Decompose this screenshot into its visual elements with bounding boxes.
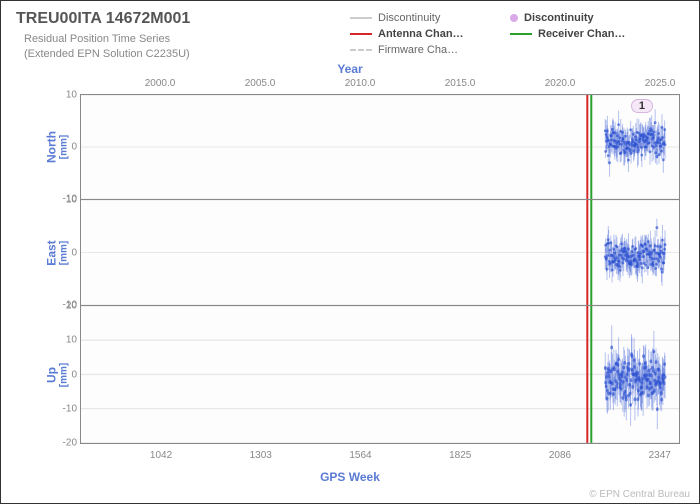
top-tick-label: 2025.0 [645,78,676,89]
legend: Discontinuity Discontinuity Antenna Chan… R… [350,10,670,58]
subtitle-line1: Residual Position Time Series [24,33,170,45]
legend-swatch [510,14,518,22]
top-tick-label: 2005.0 [245,78,276,89]
bottom-tick-label: 1825 [449,450,471,461]
bottom-tick-label: 2086 [549,450,571,461]
chart-subtitle: Residual Position Time Series (Extended … [24,32,190,62]
bottom-axis-title: GPS Week [0,470,700,484]
y-ticks: -10010 [47,200,77,305]
plot-area: North[mm]-100101East[mm]-10010Up[mm]-20-… [80,94,680,444]
chart-title: TREU00ITA 14672M001 [16,10,190,28]
legend-item: Discontinuity [350,12,510,24]
subtitle-line2: (Extended EPN Solution C2235U) [24,48,190,60]
top-tick-label: 2010.0 [345,78,376,89]
legend-label: Discontinuity [378,12,440,24]
y-ticks: -20-1001020 [47,306,77,443]
legend-label: Firmware Cha… [378,44,458,56]
y-tick-label: 10 [66,195,77,206]
top-tick-label: 2015.0 [445,78,476,89]
y-tick-label: -10 [63,403,77,414]
legend-swatch [350,49,372,51]
legend-label: Antenna Chan… [378,28,464,40]
top-axis-labels: 2000.0 2005.0 2010.0 2015.0 2020.0 2025.0 [80,78,680,92]
bottom-tick-label: 2347 [649,450,671,461]
legend-label: Discontinuity [524,12,594,24]
bottom-tick-label: 1303 [250,450,272,461]
panel-svg [81,306,679,443]
y-tick-label: 20 [66,301,77,312]
panel-east: East[mm]-10010 [80,200,680,306]
legend-swatch [350,33,372,35]
legend-item: Discontinuity [510,12,670,24]
bottom-axis-labels: 1042 1303 1564 1825 2086 2347 [80,450,680,464]
discontinuity-badge: 1 [631,99,653,113]
panel-svg [81,200,679,305]
legend-item: Antenna Chan… [350,28,510,40]
copyright-text: © EPN Central Bureau [589,489,690,500]
legend-swatch [350,17,372,19]
bottom-tick-label: 1564 [349,450,371,461]
top-axis-title: Year [0,62,700,76]
legend-item: Firmware Cha… [350,44,510,56]
y-tick-label: 10 [66,335,77,346]
y-tick-label: 0 [71,369,77,380]
y-tick-label: 0 [71,142,77,153]
y-tick-label: -20 [63,438,77,449]
panel-svg [81,95,679,199]
bottom-tick-label: 1042 [150,450,172,461]
legend-item: Receiver Chan… [510,28,670,40]
legend-swatch [510,33,532,35]
y-tick-label: 10 [66,90,77,101]
y-tick-label: 0 [71,247,77,258]
top-tick-label: 2020.0 [545,78,576,89]
y-ticks: -10010 [47,95,77,199]
panel-north: North[mm]-100101 [80,94,680,200]
legend-label: Receiver Chan… [538,28,625,40]
panel-up: Up[mm]-20-1001020 [80,306,680,444]
top-tick-label: 2000.0 [145,78,176,89]
